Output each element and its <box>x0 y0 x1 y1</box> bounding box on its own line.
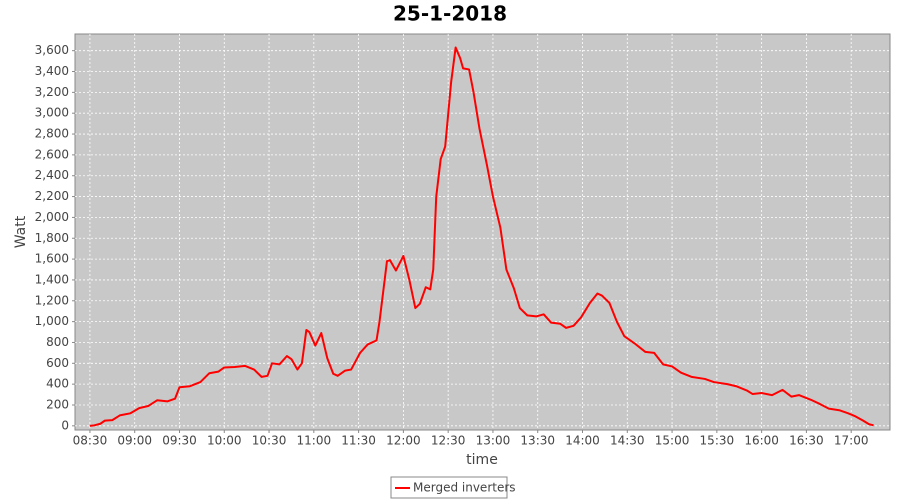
y-tick-label: 3,000 <box>35 106 69 120</box>
y-tick-label: 1,800 <box>35 231 69 245</box>
x-tick-label: 16:00 <box>744 434 779 448</box>
y-tick-label: 0 <box>61 418 69 432</box>
y-tick-label: 200 <box>46 397 69 411</box>
y-tick-label: 1,200 <box>35 293 69 307</box>
y-tick-label: 800 <box>46 335 69 349</box>
y-tick-label: 3,600 <box>35 43 69 57</box>
y-tick-label: 3,200 <box>35 85 69 99</box>
legend-label: Merged inverters <box>413 481 516 495</box>
y-tick-label: 600 <box>46 356 69 370</box>
x-tick-label: 10:00 <box>207 434 242 448</box>
x-tick-label: 15:00 <box>655 434 690 448</box>
legend: Merged inverters <box>390 476 516 499</box>
x-tick-label: 12:00 <box>386 434 421 448</box>
x-tick-label: 11:00 <box>297 434 332 448</box>
y-tick-label: 1,600 <box>35 252 69 266</box>
y-tick-label: 1,000 <box>35 314 69 328</box>
x-tick-label: 14:00 <box>565 434 600 448</box>
legend-box <box>390 476 508 499</box>
data-line <box>89 46 874 427</box>
y-tick-label: 1,400 <box>35 272 69 286</box>
x-tick-label: 08:30 <box>73 434 108 448</box>
chart-title: 25-1-2018 <box>393 2 507 26</box>
x-tick-label: 13:00 <box>476 434 511 448</box>
y-tick-label: 2,600 <box>35 147 69 161</box>
x-tick-label: 15:30 <box>700 434 735 448</box>
y-tick-label: 2,800 <box>35 127 69 141</box>
x-tick-label: 13:30 <box>520 434 555 448</box>
y-tick-label: 400 <box>46 377 69 391</box>
y-axis-label: Watt <box>13 215 29 248</box>
y-tick-label: 2,400 <box>35 168 69 182</box>
x-tick-label: 16:30 <box>789 434 824 448</box>
y-tick-label: 2,200 <box>35 189 69 203</box>
x-tick-label: 09:30 <box>162 434 197 448</box>
marks <box>89 46 874 427</box>
x-tick-label: 17:00 <box>834 434 869 448</box>
y-tick-label: 2,000 <box>35 210 69 224</box>
grid <box>75 34 890 430</box>
x-tick-label: 12:30 <box>431 434 466 448</box>
x-tick-label: 10:30 <box>252 434 287 448</box>
x-tick-label: 11:30 <box>341 434 376 448</box>
y-tick-label: 3,400 <box>35 64 69 78</box>
plot-area <box>74 33 891 431</box>
x-axis-label: time <box>466 452 498 468</box>
x-tick-label: 14:30 <box>610 434 645 448</box>
x-tick-label: 09:00 <box>117 434 152 448</box>
